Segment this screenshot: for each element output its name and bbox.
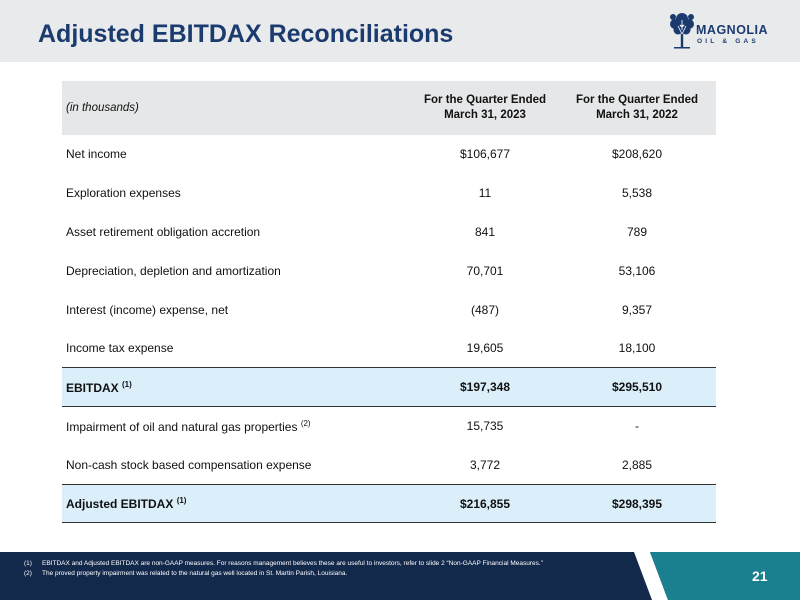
slide-footer: (1) EBITDAX and Adjusted EBITDAX are non… [0,552,800,600]
table-header-row: (in thousands) For the Quarter Ended Mar… [62,81,716,135]
company-logo: MAGNOLIA OIL & GAS [668,10,780,54]
footnote-ref: (1) [122,379,132,389]
row-exploration-expenses: Exploration expenses 11 5,538 [66,186,653,201]
footnotes: (1) EBITDAX and Adjusted EBITDAX are non… [24,559,624,579]
row-stock-comp: Non-cash stock based compensation expens… [66,457,653,472]
column-header-q1-2022: For the Quarter Ended March 31, 2022 [575,94,699,121]
row-interest: Interest (income) expense, net (487) 9,3… [66,302,653,317]
row-income-tax: Income tax expense 19,605 18,100 [66,341,656,356]
magnolia-tree-icon [670,13,694,49]
row-adjusted-ebitdax-total: Adjusted EBITDAX (1) $216,855 $298,395 [62,483,716,524]
row-net-income: Net income $106,677 $208,620 [66,147,663,162]
ebitdax-reconciliation-table: (in thousands) For the Quarter Ended Mar… [62,81,716,524]
page-number: 21 [752,568,768,584]
column-header-q1-2023: For the Quarter Ended March 31, 2023 [423,94,547,121]
logo-subtitle: OIL & GAS [697,38,759,45]
footer-accent-stripes [634,552,800,600]
footnote-ref: (1) [176,496,187,506]
page-title: Adjusted EBITDAX Reconciliations [38,20,454,48]
row-impairment: Impairment of oil and natural gas proper… [66,418,639,434]
row-aro-accretion: Asset retirement obligation accretion 84… [66,224,648,239]
logo-wordmark: MAGNOLIA [696,23,769,37]
row-dda: Depreciation, depletion and amortization… [66,263,656,278]
units-label: (in thousands) [66,101,139,114]
footnote-ref: (2) [300,418,311,428]
footnote-1: (1) EBITDAX and Adjusted EBITDAX are non… [24,560,543,567]
row-ebitdax-total: EBITDAX (1) $197,348 $295,510 [62,367,716,408]
footnote-2: (2) The proved property impairment was r… [24,570,348,577]
slide-header: Adjusted EBITDAX Reconciliations MAGNOLI… [0,0,800,62]
